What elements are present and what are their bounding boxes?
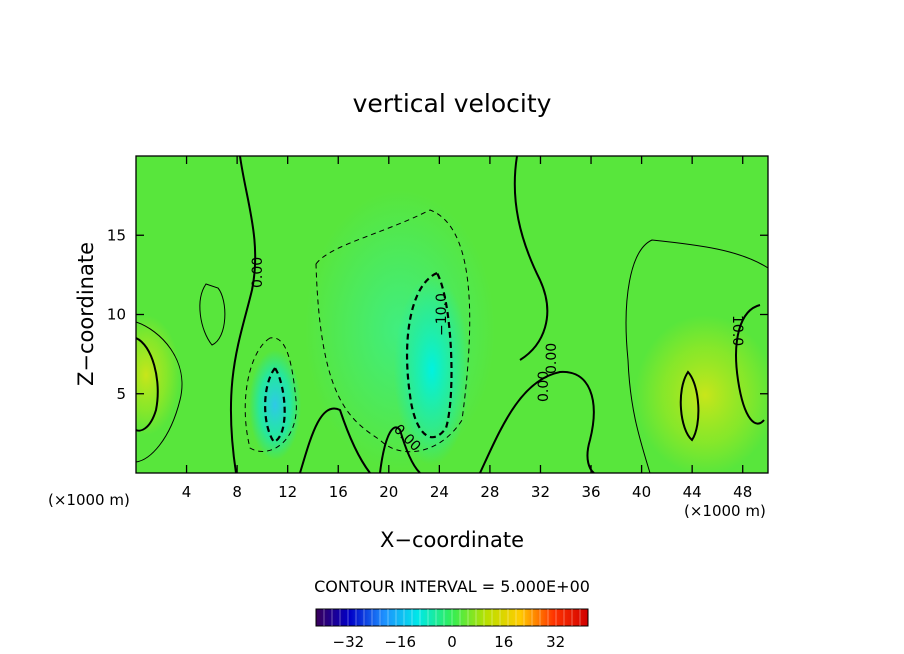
chart-title: vertical velocity xyxy=(353,89,552,118)
x-tick-label: 44 xyxy=(683,483,702,501)
x-tick-label: 28 xyxy=(480,483,499,501)
x-axis-ticks: 4 8 12 16 20 24 28 32 36 40 44 48 xyxy=(182,156,752,501)
contour-minus5-center xyxy=(315,209,471,453)
y-axis-label: Z−coordinate xyxy=(74,242,98,386)
max-region-left xyxy=(136,315,180,435)
x-unit-right: (×1000 m) xyxy=(684,502,766,520)
contour-label-4: 0.00 xyxy=(536,371,552,402)
contour-label-6: 10.0 xyxy=(729,315,745,346)
contour-interval-text: CONTOUR INTERVAL = 5.000E+00 xyxy=(314,577,590,596)
colorbar-tick-label: 16 xyxy=(494,633,513,651)
min-region-11 xyxy=(249,350,301,460)
contour-10-east-2 xyxy=(679,370,700,442)
zero-contour-east xyxy=(513,156,549,361)
colorbar xyxy=(315,608,589,627)
x-tick-label: 32 xyxy=(531,483,550,501)
x-tick-label: 20 xyxy=(379,483,398,501)
x-tick-label: 24 xyxy=(430,483,449,501)
contour-10-west xyxy=(136,337,159,432)
contour-5-west-upper xyxy=(199,283,226,346)
x-axis-label: X−coordinate xyxy=(380,528,524,552)
x-tick-label: 12 xyxy=(278,483,297,501)
contour-minus10-11 xyxy=(264,366,286,444)
zero-contour-west xyxy=(229,156,257,473)
colorbar-ramp xyxy=(315,608,589,627)
colorbar-tick-label: 0 xyxy=(447,633,457,651)
contour-label-1: 0.00 xyxy=(250,257,266,288)
min-region-24 xyxy=(394,275,470,465)
colorbar-tick-label: −16 xyxy=(384,633,416,651)
contour-minus10-24 xyxy=(405,271,453,439)
contour-field xyxy=(136,156,768,473)
max-region-right xyxy=(635,315,768,473)
y-tick-label: 5 xyxy=(116,385,126,403)
x-tick-label: 4 xyxy=(182,483,192,501)
y-axis-ticks: 5 10 15 xyxy=(107,226,768,403)
colorbar-tick-label: −32 xyxy=(333,633,365,651)
y-tick-label: 10 xyxy=(107,306,126,324)
x-tick-label: 16 xyxy=(329,483,348,501)
x-unit-left: (×1000 m) xyxy=(48,491,130,509)
surface-contours-east xyxy=(479,370,595,473)
contour-10-east xyxy=(735,304,765,425)
x-tick-label: 36 xyxy=(581,483,600,501)
surface-contours-center xyxy=(299,407,421,473)
contour-5-east xyxy=(625,239,768,473)
colorbar-tick-label: 32 xyxy=(546,633,565,651)
x-tick-label: 48 xyxy=(733,483,752,501)
x-tick-label: 40 xyxy=(632,483,651,501)
y-tick-label: 15 xyxy=(107,226,126,244)
contour-5-west xyxy=(136,321,183,463)
colorbar-tick-labels: −32 −16 0 16 32 xyxy=(333,633,566,651)
contour-minus5-11 xyxy=(244,337,297,452)
contour-label-2: −10.0 xyxy=(434,293,450,336)
contour-label-3: 0.00 xyxy=(544,343,560,374)
x-tick-label: 8 xyxy=(232,483,242,501)
